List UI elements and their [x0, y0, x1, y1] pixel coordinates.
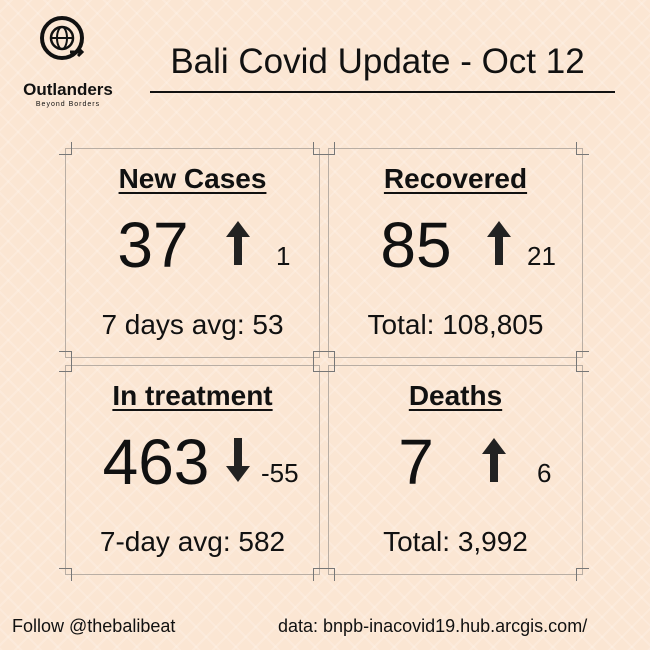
stat-card: Deaths 7 6 Total: 3,992 — [322, 359, 589, 581]
arrow-up — [226, 221, 250, 265]
card-title: New Cases — [118, 163, 267, 194]
card-corner — [322, 142, 335, 155]
card-corner — [322, 568, 335, 581]
card-corner — [313, 142, 326, 155]
card-footer: 7 days avg: 53 — [101, 309, 284, 340]
card-corner — [313, 568, 326, 581]
card-value: 37 — [117, 209, 189, 281]
card-value: 85 — [380, 209, 452, 281]
card-corner — [576, 351, 589, 364]
card-corner — [59, 142, 72, 155]
card-corner — [576, 142, 589, 155]
card-title: Recovered — [383, 163, 528, 194]
card-title: In treatment — [112, 380, 273, 411]
title-rule — [150, 91, 615, 93]
arrow-up — [482, 438, 506, 482]
card-corner — [322, 351, 335, 364]
footer-follow: Follow @thebalibeat — [12, 616, 176, 636]
arrow-up — [487, 221, 511, 265]
logo-icon — [40, 16, 85, 60]
footer-source: data: bnpb-inacovid19.hub.arcgis.com/ — [278, 616, 588, 636]
card-change: 1 — [276, 241, 291, 271]
card-footer: Total: 108,805 — [367, 309, 544, 340]
card-change: 6 — [537, 458, 552, 488]
card-corner — [322, 359, 335, 372]
card-corner — [59, 359, 72, 372]
card-corner — [59, 351, 72, 364]
card-title: Deaths — [408, 380, 503, 411]
stat-card: In treatment 463 -55 7-day avg: 582 — [59, 359, 326, 581]
card-corner — [313, 351, 326, 364]
card-footer: Total: 3,992 — [383, 526, 528, 557]
logo-tagline: Beyond Borders — [35, 101, 101, 108]
title: Bali Covid Update - Oct 12 — [170, 42, 585, 81]
card-footer: 7-day avg: 582 — [99, 526, 286, 557]
logo-name: Outlanders — [23, 80, 113, 99]
card-value: 7 — [398, 426, 434, 498]
card-change: -55 — [261, 458, 299, 488]
card-corner — [313, 359, 326, 372]
card-corner — [59, 568, 72, 581]
stat-card: New Cases 37 1 7 days avg: 53 — [59, 142, 326, 364]
card-corner — [576, 359, 589, 372]
card-corner — [576, 568, 589, 581]
stat-card: Recovered 85 21 Total: 108,805 — [322, 142, 589, 364]
arrow-down — [226, 438, 250, 482]
card-change: 21 — [527, 241, 556, 271]
card-value: 463 — [102, 426, 210, 498]
